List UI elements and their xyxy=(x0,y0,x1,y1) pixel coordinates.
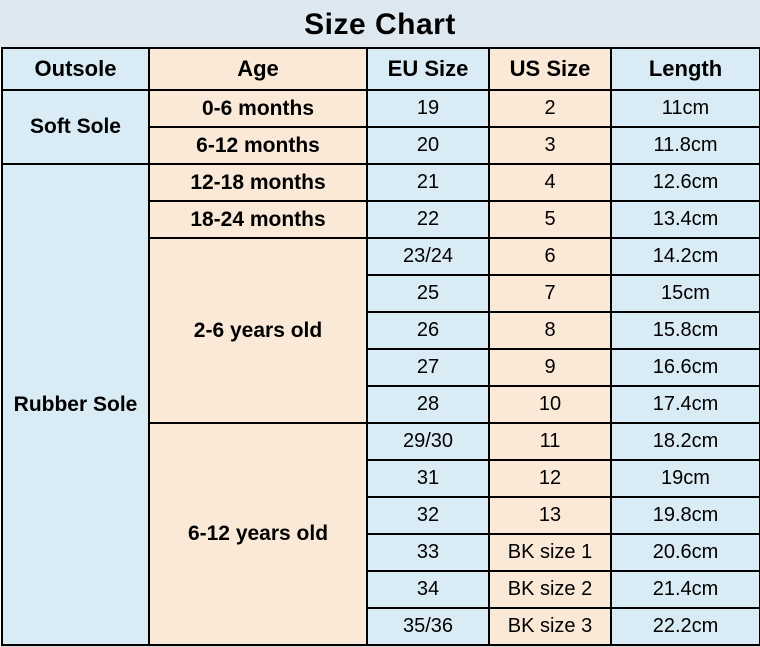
us-size-cell: 7 xyxy=(488,274,612,313)
age-cell: 2-6 years old xyxy=(148,237,368,424)
header-row: Outsole Age EU Size US Size Length xyxy=(1,47,760,91)
table-row: 33 BK size 1 20.6cm xyxy=(2,533,760,572)
age-cell: 6-12 years old xyxy=(148,422,368,646)
age-cell: 18-24 months xyxy=(148,200,368,239)
length-cell: 20.6cm xyxy=(610,533,760,572)
table-row: Soft Sole 0-6 months 19 2 11cm xyxy=(1,89,760,165)
length-cell: 19cm xyxy=(610,459,760,498)
us-size-cell: BK size 3 xyxy=(488,607,612,646)
table-row: 34 BK size 2 21.4cm xyxy=(2,570,760,609)
age-cell: 0-6 months xyxy=(148,89,368,128)
eu-size-cell: 25 xyxy=(366,274,490,313)
header-outsole: Outsole xyxy=(1,47,150,91)
us-size-cell: 11 xyxy=(488,422,612,461)
table-row: Rubber Sole 12-18 months 21 4 12.6cm xyxy=(1,163,760,646)
size-chart-table: Outsole Age EU Size US Size Length Soft … xyxy=(1,47,760,646)
us-size-cell: 8 xyxy=(488,311,612,350)
table-row: 18-24 months 22 5 13.4cm xyxy=(2,200,760,239)
table-row: 2-6 years old 23/24 6 14.2cm xyxy=(2,237,760,424)
table-row: 26 8 15.8cm xyxy=(2,311,760,350)
eu-size-cell: 34 xyxy=(366,570,490,609)
eu-size-cell: 22 xyxy=(366,200,490,239)
length-cell: 17.4cm xyxy=(610,385,760,424)
eu-size-cell: 19 xyxy=(366,89,490,128)
age-cell: 12-18 months xyxy=(148,163,368,202)
eu-size-cell: 27 xyxy=(366,348,490,387)
eu-size-cell: 31 xyxy=(366,459,490,498)
length-cell: 14.2cm xyxy=(610,237,760,276)
table-row: 28 10 17.4cm xyxy=(2,385,760,424)
table-row: 35/36 BK size 3 22.2cm xyxy=(2,607,760,646)
eu-size-cell: 21 xyxy=(366,163,490,202)
eu-size-cell: 32 xyxy=(366,496,490,535)
length-cell: 11cm xyxy=(610,89,760,128)
us-size-cell: 4 xyxy=(488,163,612,202)
eu-size-cell: 28 xyxy=(366,385,490,424)
table-row: 25 7 15cm xyxy=(2,274,760,313)
header-eu-size: EU Size xyxy=(366,47,490,91)
table-row: 6-12 years old 29/30 11 18.2cm xyxy=(2,422,760,646)
us-size-cell: 12 xyxy=(488,459,612,498)
eu-size-cell: 26 xyxy=(366,311,490,350)
us-size-cell: 10 xyxy=(488,385,612,424)
age-cell: 6-12 months xyxy=(148,126,368,165)
eu-size-cell: 33 xyxy=(366,533,490,572)
eu-size-cell: 23/24 xyxy=(366,237,490,276)
eu-size-cell: 29/30 xyxy=(366,422,490,461)
length-cell: 19.8cm xyxy=(610,496,760,535)
length-cell: 21.4cm xyxy=(610,570,760,609)
table-row: 32 13 19.8cm xyxy=(2,496,760,535)
length-cell: 22.2cm xyxy=(610,607,760,646)
length-cell: 12.6cm xyxy=(610,163,760,202)
length-cell: 11.8cm xyxy=(610,126,760,165)
header-length: Length xyxy=(610,47,760,91)
us-size-cell: 13 xyxy=(488,496,612,535)
us-size-cell: 6 xyxy=(488,237,612,276)
us-size-cell: BK size 2 xyxy=(488,570,612,609)
size-table-body: Soft Sole 0-6 months 19 2 11cm 6-12 months 20 3… xyxy=(1,89,760,646)
table-row: 31 12 19cm xyxy=(2,459,760,498)
eu-size-cell: 35/36 xyxy=(366,607,490,646)
us-size-cell: BK size 1 xyxy=(488,533,612,572)
length-cell: 15.8cm xyxy=(610,311,760,350)
header-us-size: US Size xyxy=(488,47,612,91)
eu-size-cell: 20 xyxy=(366,126,490,165)
length-cell: 13.4cm xyxy=(610,200,760,239)
page-title: Size Chart xyxy=(0,0,760,47)
us-size-cell: 2 xyxy=(488,89,612,128)
us-size-cell: 9 xyxy=(488,348,612,387)
table-row: 6-12 months 20 3 11.8cm xyxy=(2,126,760,165)
header-age: Age xyxy=(148,47,368,91)
us-size-cell: 3 xyxy=(488,126,612,165)
table-row: 27 9 16.6cm xyxy=(2,348,760,387)
outsole-cell: Soft Sole xyxy=(1,89,150,165)
outsole-cell: Rubber Sole xyxy=(1,163,150,646)
us-size-cell: 5 xyxy=(488,200,612,239)
length-cell: 16.6cm xyxy=(610,348,760,387)
length-cell: 15cm xyxy=(610,274,760,313)
length-cell: 18.2cm xyxy=(610,422,760,461)
